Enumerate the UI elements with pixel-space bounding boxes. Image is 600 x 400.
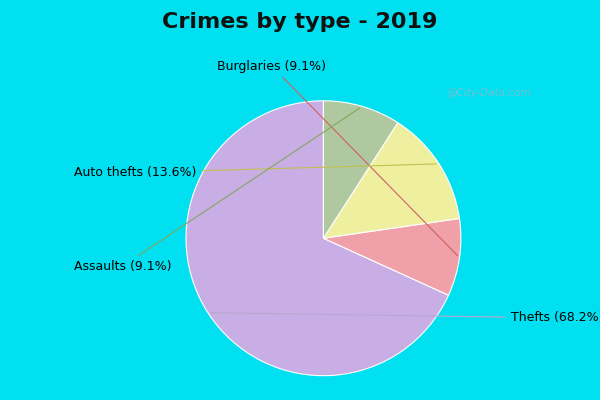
- Text: Assaults (9.1%): Assaults (9.1%): [74, 108, 360, 273]
- Wedge shape: [186, 101, 449, 376]
- Wedge shape: [323, 218, 461, 295]
- Text: Thefts (68.2%): Thefts (68.2%): [211, 312, 600, 324]
- Text: Crimes by type - 2019: Crimes by type - 2019: [163, 12, 437, 32]
- Text: Burglaries (9.1%): Burglaries (9.1%): [217, 60, 458, 256]
- Text: Auto thefts (13.6%): Auto thefts (13.6%): [74, 164, 436, 179]
- Wedge shape: [323, 101, 398, 238]
- Wedge shape: [323, 123, 460, 238]
- Text: @City-Data.com: @City-Data.com: [446, 88, 531, 98]
